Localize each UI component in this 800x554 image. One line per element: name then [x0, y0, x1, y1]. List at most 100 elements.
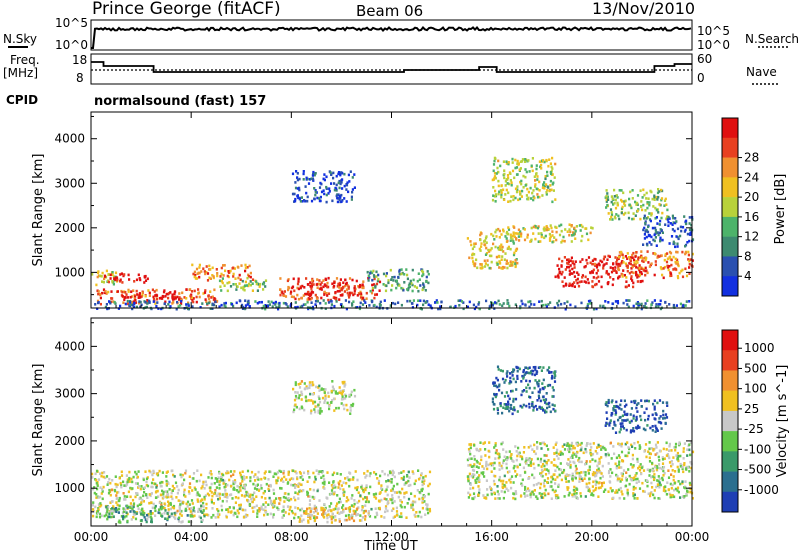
- velocity-cell: [397, 472, 401, 475]
- power-cell: [266, 304, 269, 308]
- velocity-cell: [650, 481, 653, 485]
- power-cell: [302, 170, 305, 173]
- power-cell: [473, 253, 476, 256]
- power-cell: [691, 259, 694, 262]
- velocity-cell: [100, 474, 103, 478]
- velocity-cell: [333, 484, 336, 487]
- power-cell: [480, 242, 483, 245]
- power-cell: [676, 275, 679, 278]
- velocity-cell: [494, 395, 497, 399]
- velocity-cell: [381, 470, 384, 473]
- velocity-cell: [478, 491, 481, 495]
- velocity-cell: [101, 490, 104, 493]
- velocity-cell: [407, 479, 410, 483]
- velocity-cell: [154, 509, 157, 513]
- velocity-cell: [392, 471, 395, 474]
- power-cell: [493, 156, 496, 160]
- velocity-cell: [568, 450, 571, 454]
- velocity-cell: [163, 502, 166, 505]
- power-cell: [573, 281, 576, 284]
- power-cell: [631, 253, 634, 257]
- velocity-cell: [232, 486, 236, 490]
- velocity-cell: [256, 488, 259, 491]
- velocity-cell: [571, 472, 574, 476]
- power-cell: [283, 290, 286, 293]
- power-cell: [551, 173, 554, 176]
- power-cell: [395, 279, 398, 283]
- power-cell: [351, 304, 354, 307]
- velocity-cell: [338, 512, 341, 515]
- velocity-cell: [339, 500, 342, 504]
- power-cell: [161, 297, 164, 300]
- velocity-cell: [220, 504, 223, 508]
- velocity-cell: [599, 486, 602, 489]
- velocity-cell: [143, 515, 146, 519]
- power-cell: [509, 199, 512, 203]
- power-cell: [546, 170, 549, 174]
- velocity-cell: [204, 494, 207, 497]
- power-cell: [312, 307, 315, 311]
- power-cell: [137, 296, 140, 299]
- power-cell: [635, 273, 638, 276]
- velocity-cell: [122, 517, 125, 521]
- velocity-cell: [489, 462, 492, 465]
- power-cell: [572, 231, 575, 234]
- power-cell: [359, 283, 362, 287]
- velocity-cell: [223, 485, 226, 489]
- velocity-cell: [493, 467, 496, 470]
- velocity-cell: [265, 482, 268, 486]
- velocity-cell: [538, 396, 541, 400]
- velocity-cell: [339, 479, 342, 483]
- power-cell: [638, 273, 641, 277]
- velocity-cell: [685, 492, 688, 496]
- power-cell: [540, 163, 543, 167]
- velocity-cell: [287, 470, 290, 474]
- velocity-cell: [228, 493, 231, 497]
- velocity-cell: [508, 409, 511, 413]
- power-cell: [299, 286, 302, 290]
- power-cell: [279, 293, 282, 297]
- power-cell: [564, 307, 567, 311]
- power-colorbar-label: Power [dB]: [773, 174, 788, 245]
- power-cell: [644, 266, 647, 270]
- velocity-cell: [411, 503, 414, 507]
- power-cell: [527, 159, 530, 162]
- power-cell: [666, 252, 669, 255]
- power-cell: [639, 303, 642, 307]
- freq-label-1: Freq.: [10, 53, 40, 67]
- velocity-cell: [168, 502, 171, 506]
- velocity-cell: [218, 480, 221, 483]
- velocity-cell: [492, 407, 496, 411]
- power-cell: [530, 303, 533, 306]
- velocity-cell: [294, 498, 297, 502]
- velocity-cell: [467, 464, 470, 467]
- velocity-cell: [294, 513, 297, 516]
- power-cell: [372, 283, 376, 286]
- power-cell: [267, 300, 270, 303]
- power-cell: [313, 173, 316, 177]
- power-cell: [567, 262, 570, 266]
- velocity-cell: [389, 471, 392, 475]
- power-cell: [369, 272, 372, 275]
- power-cell: [686, 232, 689, 236]
- velocity-cell: [502, 406, 505, 409]
- velocity-cell: [330, 517, 333, 521]
- power-cell: [631, 189, 634, 192]
- power-cell: [507, 228, 511, 231]
- power-cell: [411, 289, 414, 293]
- power-cell: [642, 269, 645, 272]
- power-cell: [651, 197, 654, 201]
- power-cell: [566, 230, 569, 233]
- velocity-cell: [580, 448, 583, 452]
- velocity-cell: [236, 489, 239, 492]
- power-cell: [226, 274, 229, 278]
- velocity-cell: [115, 494, 118, 497]
- velocity-cell: [170, 469, 173, 473]
- power-cell: [196, 272, 199, 275]
- velocity-cell: [469, 446, 472, 450]
- velocity-cell: [333, 490, 336, 494]
- velocity-cell: [677, 470, 680, 473]
- power-cell: [498, 190, 501, 194]
- power-cell: [597, 275, 600, 279]
